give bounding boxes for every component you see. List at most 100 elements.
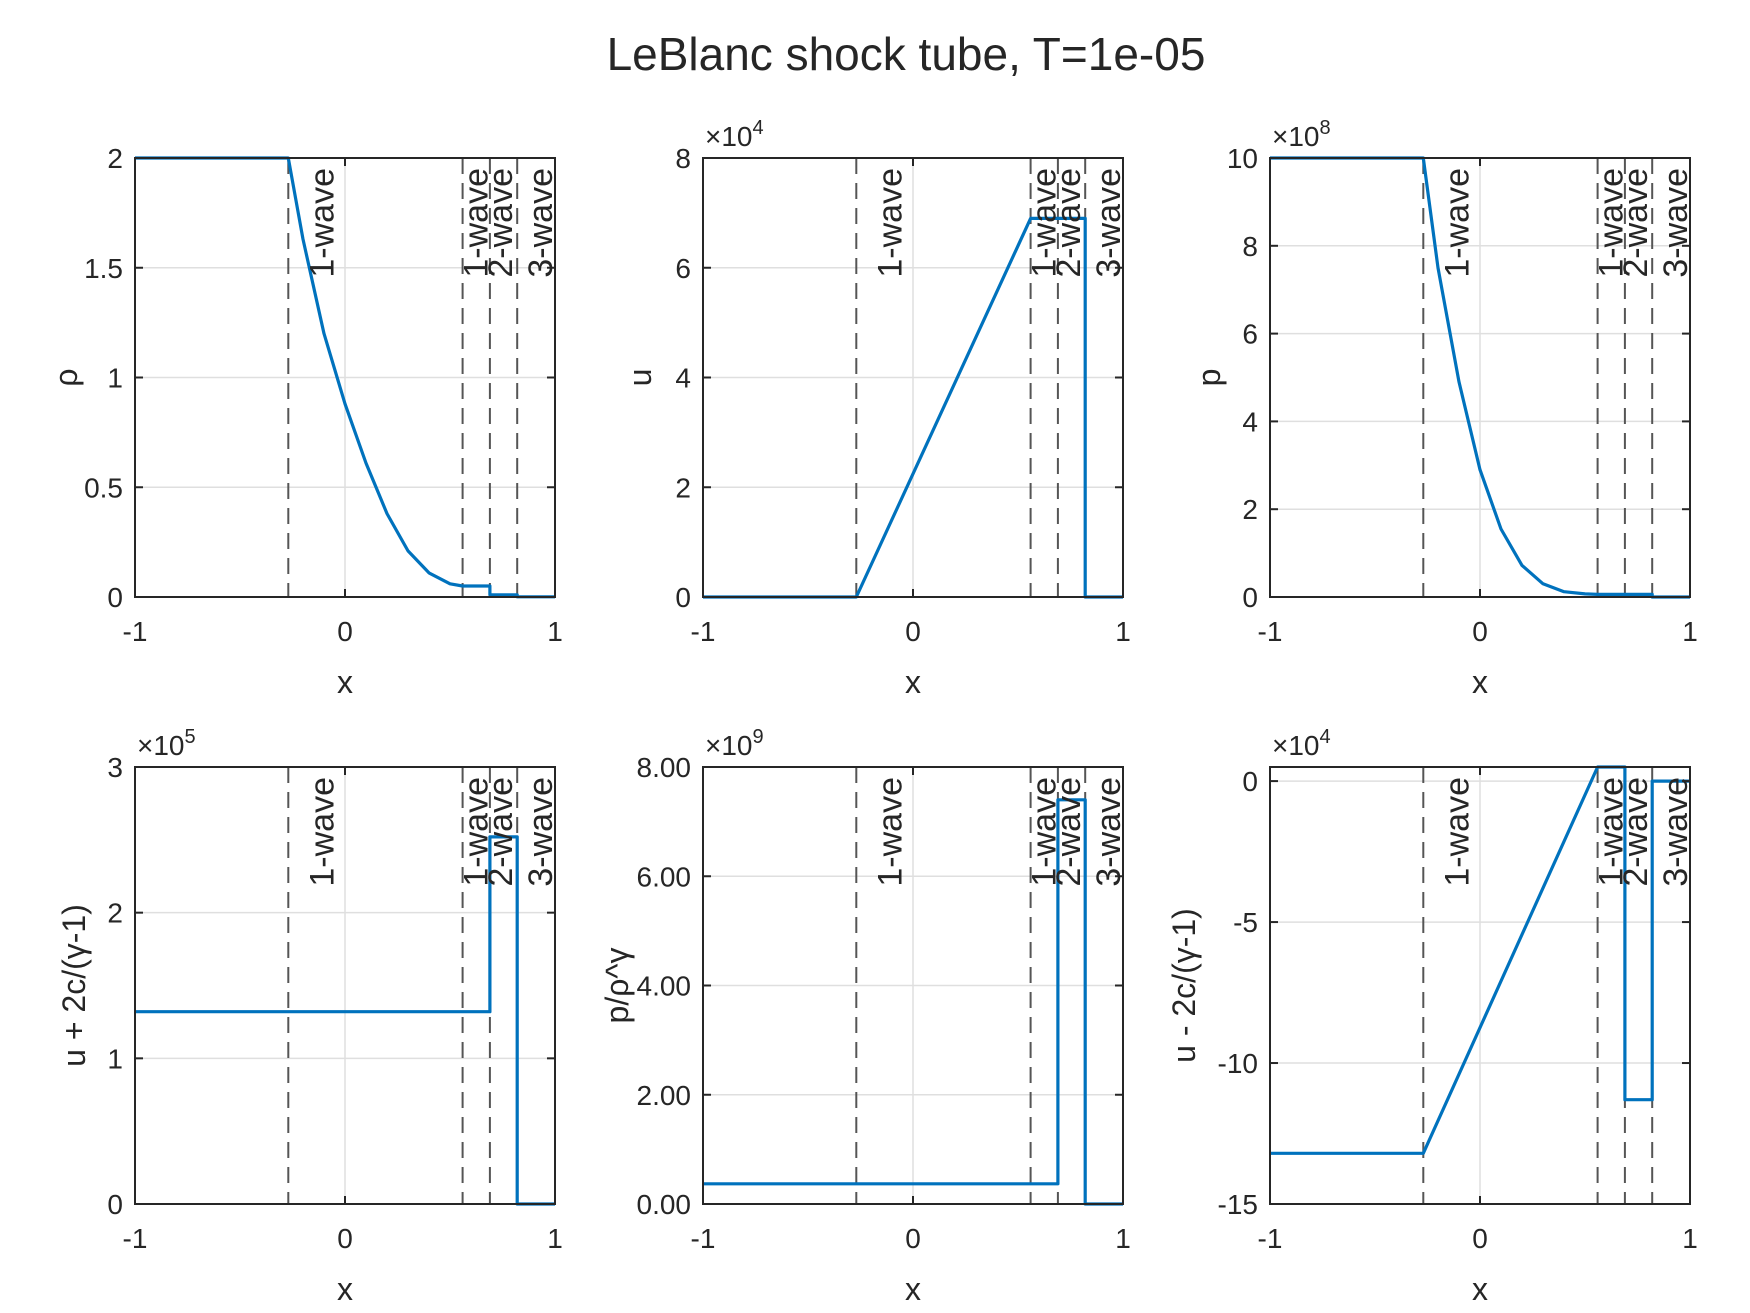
x-tick-label: 1 — [1115, 616, 1131, 647]
y-axis-label: p/ρ^γ — [599, 948, 635, 1024]
axis-exponent: ×109 — [705, 726, 764, 761]
x-tick-label: 1 — [1682, 1223, 1698, 1254]
x-tick-label: 0 — [1472, 1223, 1488, 1254]
y-tick-label: -15 — [1218, 1189, 1258, 1220]
y-tick-label: 2 — [107, 898, 123, 929]
wave-label: 1-wave — [871, 168, 909, 278]
axis-exponent: ×108 — [1272, 117, 1331, 152]
x-tick-label: 1 — [547, 1223, 563, 1254]
wave-label: 2-wave — [1050, 777, 1088, 887]
x-tick-label: 0 — [905, 1223, 921, 1254]
x-axis-label: x — [905, 664, 921, 700]
x-tick-label: 0 — [905, 616, 921, 647]
y-tick-label: 6 — [675, 253, 691, 284]
wave-label: 1-wave — [1438, 168, 1476, 278]
y-tick-label: 8.00 — [637, 752, 692, 783]
y-tick-label: 0 — [107, 1189, 123, 1220]
x-tick-label: -1 — [123, 1223, 148, 1254]
wave-label: 3-wave — [1657, 777, 1695, 887]
x-tick-label: -1 — [691, 1223, 716, 1254]
y-tick-label: 0 — [675, 582, 691, 613]
y-tick-label: 6.00 — [637, 861, 692, 892]
y-tick-label: 1.5 — [84, 253, 123, 284]
axis-exponent: ×104 — [1272, 726, 1331, 761]
x-tick-label: 0 — [1472, 616, 1488, 647]
wave-label: 1-wave — [303, 777, 341, 887]
wave-label: 2-wave — [482, 777, 520, 887]
wave-label: 1-wave — [458, 777, 496, 887]
wave-label: 1-wave — [1438, 777, 1476, 887]
y-tick-label: 4 — [1242, 406, 1258, 437]
y-axis-label: u — [622, 369, 658, 387]
y-tick-label: 2.00 — [637, 1080, 692, 1111]
y-tick-label: 0.00 — [637, 1189, 692, 1220]
x-tick-label: -1 — [123, 616, 148, 647]
x-tick-label: -1 — [691, 616, 716, 647]
wave-label: 2-wave — [1617, 777, 1655, 887]
y-axis-label: u - 2c/(γ-1) — [1166, 908, 1202, 1063]
x-axis-label: x — [1472, 1271, 1488, 1307]
y-tick-label: 8 — [675, 143, 691, 174]
wave-label: 3-wave — [522, 168, 560, 278]
y-tick-label: 2 — [1242, 494, 1258, 525]
wave-label: 1-wave — [1593, 168, 1631, 278]
y-tick-label: -10 — [1218, 1048, 1258, 1079]
wave-label: 3-wave — [1090, 168, 1128, 278]
series-line — [135, 156, 555, 599]
axis-exponent: ×105 — [137, 726, 196, 761]
wave-label: 1-wave — [1026, 777, 1064, 887]
x-tick-label: 0 — [337, 616, 353, 647]
x-axis-label: x — [337, 664, 353, 700]
wave-label: 1-wave — [458, 168, 496, 278]
y-axis-label: u + 2c/(γ-1) — [56, 904, 92, 1067]
wave-label: 2-wave — [1617, 168, 1655, 278]
wave-label: 1-wave — [871, 777, 909, 887]
y-tick-label: 4 — [675, 363, 691, 394]
y-tick-label: 1 — [107, 1043, 123, 1074]
wave-label: 3-wave — [1090, 777, 1128, 887]
x-axis-label: x — [905, 1271, 921, 1307]
y-tick-label: 10 — [1227, 143, 1258, 174]
wave-label: 3-wave — [522, 777, 560, 887]
x-axis-label: x — [1472, 664, 1488, 700]
x-tick-label: 1 — [547, 616, 563, 647]
x-tick-label: 1 — [1682, 616, 1698, 647]
wave-label: 2-wave — [1050, 168, 1088, 278]
y-tick-label: 8 — [1242, 231, 1258, 262]
y-tick-label: 0.5 — [84, 472, 123, 503]
x-tick-label: 1 — [1115, 1223, 1131, 1254]
series-line — [1270, 156, 1690, 599]
y-tick-label: 0 — [1242, 766, 1258, 797]
y-axis-label: ρ — [48, 368, 84, 386]
x-axis-label: x — [337, 1271, 353, 1307]
wave-label: 1-wave — [1593, 777, 1631, 887]
y-tick-label: 0 — [107, 582, 123, 613]
x-tick-label: -1 — [1258, 616, 1283, 647]
y-tick-label: 0 — [1242, 582, 1258, 613]
wave-label: 3-wave — [1657, 168, 1695, 278]
x-tick-label: 0 — [337, 1223, 353, 1254]
y-tick-label: 2 — [675, 472, 691, 503]
wave-label: 2-wave — [482, 168, 520, 278]
y-tick-label: 1 — [107, 363, 123, 394]
wave-label: 1-wave — [1026, 168, 1064, 278]
wave-label: 1-wave — [303, 168, 341, 278]
series-line — [1270, 765, 1690, 1155]
figure-title: LeBlanc shock tube, T=1e-05 — [607, 28, 1206, 80]
y-axis-label: p — [1191, 369, 1227, 387]
axis-exponent: ×104 — [705, 117, 764, 152]
y-tick-label: 2 — [107, 143, 123, 174]
x-tick-label: -1 — [1258, 1223, 1283, 1254]
y-tick-label: 4.00 — [637, 971, 692, 1002]
y-tick-label: -5 — [1233, 907, 1258, 938]
y-tick-label: 3 — [107, 752, 123, 783]
y-tick-label: 6 — [1242, 319, 1258, 350]
